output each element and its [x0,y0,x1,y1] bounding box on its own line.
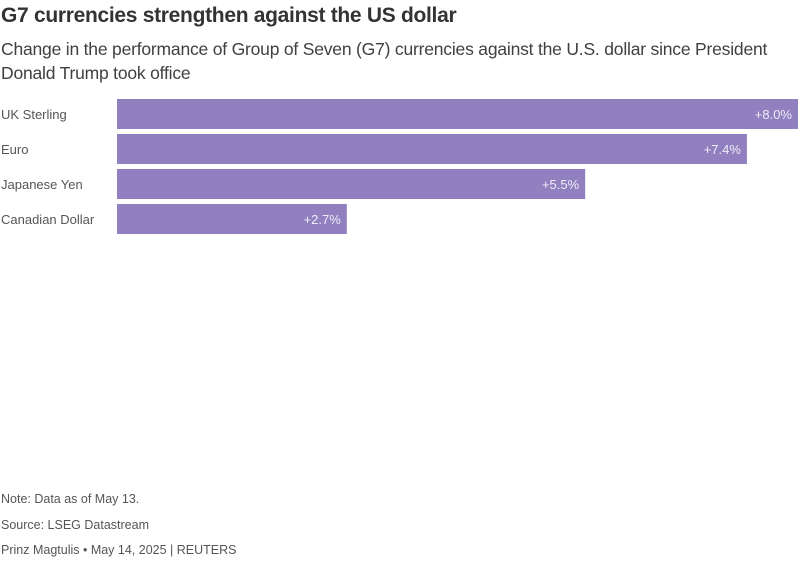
bar-chart: UK Sterling +8.0% Euro +7.4% Japanese Yen +5.… [1,99,798,234]
data-label: +2.7% [304,212,342,227]
note-text: Note: Data as of May 13. [1,492,140,506]
data-label: +7.4% [704,142,742,157]
data-label: +8.0% [755,107,793,122]
category-label: Euro [1,142,28,157]
chart-title: G7 currencies strengthen against the US … [1,4,457,27]
byline-text: Prinz Magtulis • May 14, 2025 | REUTERS [1,543,237,557]
category-label: Canadian Dollar [1,212,95,227]
bar [117,169,586,199]
bar [117,204,347,234]
data-label: +5.5% [542,177,580,192]
bar [117,134,747,164]
chart-subtitle: Change in the performance of Group of Se… [1,39,768,83]
category-label: UK Sterling [1,107,67,122]
bar [117,99,798,129]
source-text: Source: LSEG Datastream [1,518,149,532]
category-label: Japanese Yen [1,177,83,192]
